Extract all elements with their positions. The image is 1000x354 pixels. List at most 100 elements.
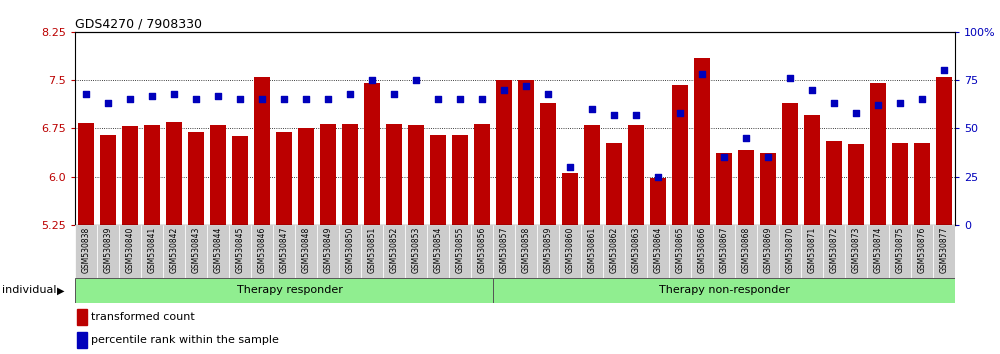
Text: GSM530865: GSM530865 bbox=[676, 227, 684, 273]
Text: GSM530847: GSM530847 bbox=[280, 227, 288, 273]
Bar bbox=[474, 124, 490, 225]
Point bbox=[738, 135, 754, 141]
Bar bbox=[188, 132, 204, 225]
Point bbox=[78, 91, 94, 96]
Text: transformed count: transformed count bbox=[91, 312, 194, 322]
Bar bbox=[77, 309, 87, 325]
Point bbox=[848, 110, 864, 116]
Bar bbox=[122, 126, 138, 225]
Text: GSM530841: GSM530841 bbox=[148, 227, 156, 273]
Text: GSM530875: GSM530875 bbox=[896, 227, 904, 273]
Bar bbox=[295, 225, 317, 278]
Point bbox=[276, 97, 292, 102]
Point bbox=[716, 154, 732, 160]
Bar bbox=[889, 225, 911, 278]
Text: GSM530845: GSM530845 bbox=[236, 227, 244, 273]
Text: GSM530840: GSM530840 bbox=[126, 227, 134, 273]
Bar bbox=[141, 225, 163, 278]
Point bbox=[188, 97, 204, 102]
Text: GSM530844: GSM530844 bbox=[214, 227, 222, 273]
Text: ▶: ▶ bbox=[57, 285, 64, 295]
Point bbox=[694, 72, 710, 77]
Text: GSM530848: GSM530848 bbox=[302, 227, 310, 273]
Point bbox=[562, 164, 578, 170]
Point bbox=[540, 91, 556, 96]
Point bbox=[518, 83, 534, 89]
Bar bbox=[826, 141, 842, 225]
Bar bbox=[405, 225, 427, 278]
Text: GSM530853: GSM530853 bbox=[412, 227, 420, 273]
Text: GSM530856: GSM530856 bbox=[478, 227, 486, 273]
Text: GSM530870: GSM530870 bbox=[786, 227, 794, 273]
Bar bbox=[342, 124, 358, 225]
Point bbox=[914, 97, 930, 102]
Bar bbox=[361, 225, 383, 278]
Bar bbox=[848, 144, 864, 225]
Bar bbox=[119, 225, 141, 278]
Bar bbox=[650, 178, 666, 225]
Bar bbox=[625, 225, 647, 278]
Bar bbox=[364, 83, 380, 225]
Point bbox=[144, 93, 160, 98]
Text: GSM530846: GSM530846 bbox=[258, 227, 266, 273]
Bar bbox=[518, 80, 534, 225]
Bar bbox=[166, 122, 182, 225]
Text: GSM530858: GSM530858 bbox=[522, 227, 530, 273]
Bar bbox=[581, 225, 603, 278]
Point bbox=[166, 91, 182, 96]
Text: GSM530842: GSM530842 bbox=[170, 227, 178, 273]
Bar bbox=[628, 125, 644, 225]
Text: GSM530872: GSM530872 bbox=[830, 227, 838, 273]
Bar bbox=[273, 225, 295, 278]
Bar bbox=[210, 125, 226, 225]
Bar bbox=[78, 123, 94, 225]
Bar bbox=[892, 143, 908, 225]
Text: GSM530868: GSM530868 bbox=[742, 227, 750, 273]
Text: GSM530859: GSM530859 bbox=[544, 227, 552, 273]
Bar bbox=[914, 143, 930, 225]
Text: GSM530852: GSM530852 bbox=[390, 227, 398, 273]
Point bbox=[298, 97, 314, 102]
Bar bbox=[782, 103, 798, 225]
Bar bbox=[738, 149, 754, 225]
Bar bbox=[713, 225, 735, 278]
Bar bbox=[760, 153, 776, 225]
Bar bbox=[97, 225, 119, 278]
Bar bbox=[408, 125, 424, 225]
Bar bbox=[694, 58, 710, 225]
Point bbox=[804, 87, 820, 93]
Text: Therapy responder: Therapy responder bbox=[237, 285, 342, 295]
Text: GSM530860: GSM530860 bbox=[566, 227, 574, 273]
Bar bbox=[254, 77, 270, 225]
Text: GSM530861: GSM530861 bbox=[588, 227, 596, 273]
Point bbox=[496, 87, 512, 93]
Bar bbox=[471, 225, 493, 278]
Point bbox=[892, 101, 908, 106]
Text: GSM530854: GSM530854 bbox=[434, 227, 442, 273]
Point bbox=[628, 112, 644, 118]
Point bbox=[650, 174, 666, 179]
Text: GSM530857: GSM530857 bbox=[500, 227, 509, 273]
Bar bbox=[339, 225, 361, 278]
Point bbox=[474, 97, 490, 102]
Text: GSM530876: GSM530876 bbox=[918, 227, 926, 273]
Point bbox=[386, 91, 402, 96]
Bar bbox=[584, 125, 600, 225]
Point bbox=[342, 91, 358, 96]
Bar bbox=[669, 225, 691, 278]
Point bbox=[826, 101, 842, 106]
Bar bbox=[603, 225, 625, 278]
Bar bbox=[298, 129, 314, 225]
Point bbox=[936, 68, 952, 73]
Bar bbox=[229, 225, 251, 278]
Text: GSM530867: GSM530867 bbox=[720, 227, 728, 273]
Text: Therapy non-responder: Therapy non-responder bbox=[659, 285, 789, 295]
Text: GDS4270 / 7908330: GDS4270 / 7908330 bbox=[75, 18, 202, 31]
Bar bbox=[559, 225, 581, 278]
Bar bbox=[493, 278, 955, 303]
Point bbox=[430, 97, 446, 102]
Bar bbox=[515, 225, 537, 278]
Text: GSM530843: GSM530843 bbox=[192, 227, 200, 273]
Bar bbox=[207, 225, 229, 278]
Bar bbox=[537, 225, 559, 278]
